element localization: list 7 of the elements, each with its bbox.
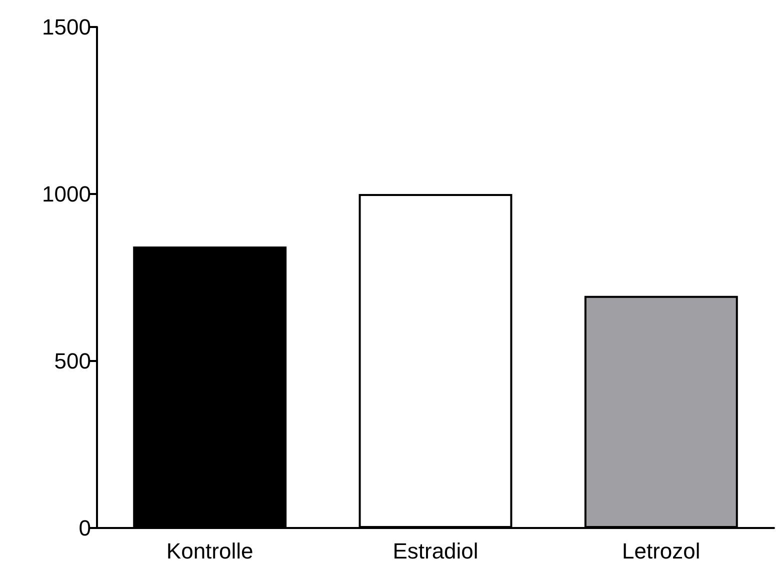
- x-tick-label: Letrozol: [622, 538, 700, 564]
- x-tick-label: Kontrolle: [166, 538, 254, 564]
- y-tick-label: 1500: [42, 14, 91, 40]
- y-tick-label: 500: [54, 348, 91, 374]
- y-tick-label: 1000: [42, 182, 91, 206]
- x-tick-label: Estradiol: [392, 538, 478, 564]
- y-tick-label: 0: [78, 516, 91, 540]
